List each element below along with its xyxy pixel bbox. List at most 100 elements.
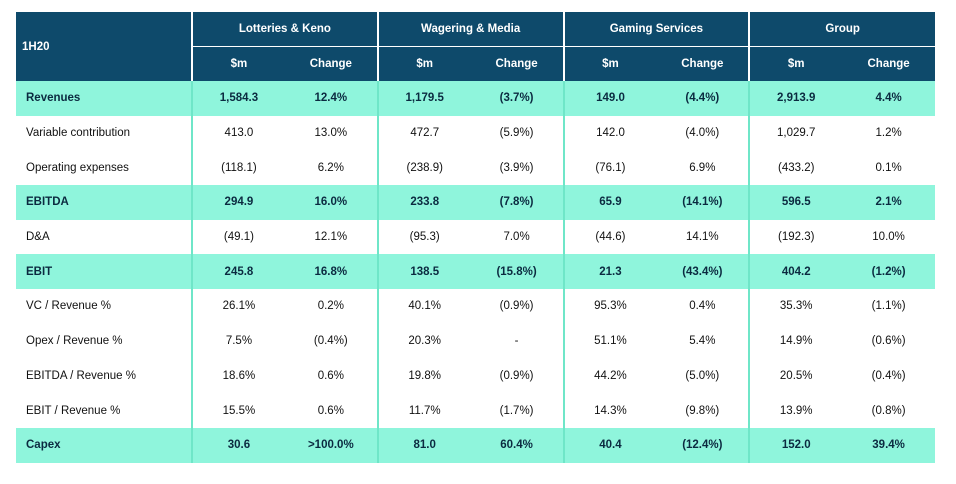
- change-cell: 0.1%: [875, 161, 902, 174]
- value-cell: 14.9%: [748, 323, 843, 359]
- value-cell: 44.2%: [562, 358, 657, 394]
- change-cell: 0.2%: [317, 300, 344, 313]
- table-row: EBIT 245.8 16.8% 138.5 (15.8%) 21.3 (43.4%) 404…: [16, 254, 936, 290]
- value-cell: 30.6: [191, 427, 285, 463]
- value-cell: 14.3%: [562, 393, 657, 428]
- table-row: Variable contribution 413.0 13.0% 472.7 (5.9…: [16, 115, 935, 151]
- table-row: EBIT / Revenue % 15.5% 0.6% 11.7% (1.7%) 14.3…: [16, 393, 935, 428]
- change-cell: 12.4%: [284, 81, 378, 116]
- value-cell: 596.5: [748, 185, 843, 220]
- period-label: 1H20: [16, 12, 192, 81]
- change-cell: 10.0%: [872, 231, 905, 244]
- change-cell: (5.0%): [685, 369, 720, 382]
- change-cell: 0.6%: [317, 369, 344, 382]
- change-cell: (43.4%): [656, 254, 750, 290]
- row-label: EBIT: [16, 254, 192, 290]
- value-cell: (44.6): [562, 219, 657, 255]
- change-cell: 2.1%: [842, 185, 936, 220]
- change-cell: (1.2%): [842, 254, 936, 290]
- table-row: EBITDA 294.9 16.0% 233.8 (7.8%) 65.9 (14.1%) 59…: [16, 185, 936, 220]
- row-label: Opex / Revenue %: [26, 335, 123, 348]
- value-cell: 81.0: [376, 427, 471, 463]
- value-cell: (192.3): [748, 219, 843, 255]
- value-cell: 13.9%: [748, 393, 843, 428]
- value-cell: 404.2: [748, 254, 843, 290]
- table-row: EBITDA / Revenue % 18.6% 0.6% 19.8% (0.9%) 44…: [16, 358, 935, 394]
- value-cell: 152.0: [748, 427, 843, 463]
- segment-header-lotteries-keno: Lotteries & Keno: [191, 12, 378, 47]
- subheader-cell: $m: [748, 46, 843, 81]
- change-cell: 16.0%: [284, 185, 378, 220]
- change-cell: 4.4%: [842, 81, 936, 116]
- change-cell: (0.9%): [499, 300, 534, 313]
- table-header: 1H20 Lotteries & Keno Wagering & Media G…: [16, 12, 936, 81]
- value-cell: (49.1): [191, 219, 285, 255]
- value-cell: 40.1%: [376, 289, 471, 324]
- segment-header-wagering-media: Wagering & Media: [376, 12, 564, 47]
- value-cell: 142.0: [562, 115, 657, 151]
- change-cell: 13.0%: [314, 127, 348, 140]
- change-cell: (5.9%): [499, 127, 534, 140]
- row-label: EBITDA: [16, 185, 192, 220]
- value-cell: 15.5%: [191, 393, 285, 428]
- change-cell: (3.7%): [470, 81, 564, 116]
- row-label: EBIT / Revenue %: [26, 404, 121, 417]
- value-cell: 472.7: [376, 115, 471, 151]
- row-label: Operating expenses: [26, 161, 129, 174]
- table-row: Capex 30.6 >100.0% 81.0 60.4% 40.4 (12.4%) 152.…: [16, 427, 936, 463]
- value-cell: 18.6%: [191, 358, 285, 394]
- change-cell: 0.6%: [317, 404, 344, 417]
- value-cell: (95.3): [376, 219, 471, 255]
- change-cell: 1.2%: [875, 127, 902, 140]
- table-row: Revenues 1,584.3 12.4% 1,179.5 (3.7%) 149.0 (4…: [16, 81, 936, 116]
- change-cell: (1.7%): [499, 404, 534, 417]
- change-cell: (0.8%): [871, 404, 906, 417]
- value-cell: 2,913.9: [748, 81, 843, 116]
- value-cell: 21.3: [562, 254, 657, 290]
- row-label: Capex: [16, 427, 192, 463]
- value-cell: (118.1): [191, 150, 285, 186]
- change-cell: 16.8%: [284, 254, 378, 290]
- change-cell: (15.8%): [470, 254, 564, 290]
- table-row: Operating expenses (118.1) 6.2% (238.9) (3.9…: [16, 150, 935, 186]
- change-cell: (4.4%): [656, 81, 750, 116]
- table-body: Revenues 1,584.3 12.4% 1,179.5 (3.7%) 149.0 (4…: [16, 81, 936, 463]
- change-cell: (3.9%): [499, 161, 534, 174]
- segment-header-group: Group: [748, 12, 936, 47]
- value-cell: 1,584.3: [191, 81, 285, 116]
- segment-header-gaming-services: Gaming Services: [562, 12, 750, 47]
- row-label: VC / Revenue %: [26, 300, 112, 313]
- change-cell: (12.4%): [656, 427, 750, 463]
- value-cell: 20.3%: [376, 323, 471, 359]
- value-cell: 19.8%: [376, 358, 471, 394]
- row-label: EBITDA / Revenue %: [26, 369, 136, 382]
- subheader-cell: Change: [842, 46, 936, 81]
- value-cell: 294.9: [191, 185, 285, 220]
- value-cell: 40.4: [562, 427, 657, 463]
- segment-results-table: 1H20 Lotteries & Keno Wagering & Media G…: [16, 12, 936, 463]
- change-cell: 5.4%: [689, 335, 716, 348]
- value-cell: 138.5: [376, 254, 471, 290]
- value-cell: 149.0: [562, 81, 657, 116]
- table-row: D&A (49.1) 12.1% (95.3) 7.0% (44.6) 14.1% (192.…: [16, 219, 935, 255]
- value-cell: (238.9): [376, 150, 471, 186]
- change-cell: >100.0%: [284, 427, 378, 463]
- financial-table-container: 1H20 Lotteries & Keno Wagering & Media G…: [16, 12, 936, 463]
- change-cell: -: [514, 335, 519, 348]
- change-cell: (0.4%): [313, 335, 348, 348]
- value-cell: 11.7%: [376, 393, 471, 428]
- subheader-cell: Change: [656, 46, 750, 81]
- change-cell: 60.4%: [470, 427, 564, 463]
- change-cell: 6.2%: [317, 161, 344, 174]
- table-row: Opex / Revenue % 7.5% (0.4%) 20.3% - 51.1% 5.4…: [16, 323, 935, 359]
- change-cell: (9.8%): [685, 404, 720, 417]
- value-cell: 413.0: [191, 115, 285, 151]
- value-cell: 1,179.5: [376, 81, 471, 116]
- value-cell: (76.1): [562, 150, 657, 186]
- change-cell: (0.9%): [499, 369, 534, 382]
- change-cell: (4.0%): [685, 127, 720, 140]
- change-cell: (7.8%): [470, 185, 564, 220]
- value-cell: 51.1%: [562, 323, 657, 359]
- subheader-cell: $m: [191, 46, 285, 81]
- value-cell: 233.8: [376, 185, 471, 220]
